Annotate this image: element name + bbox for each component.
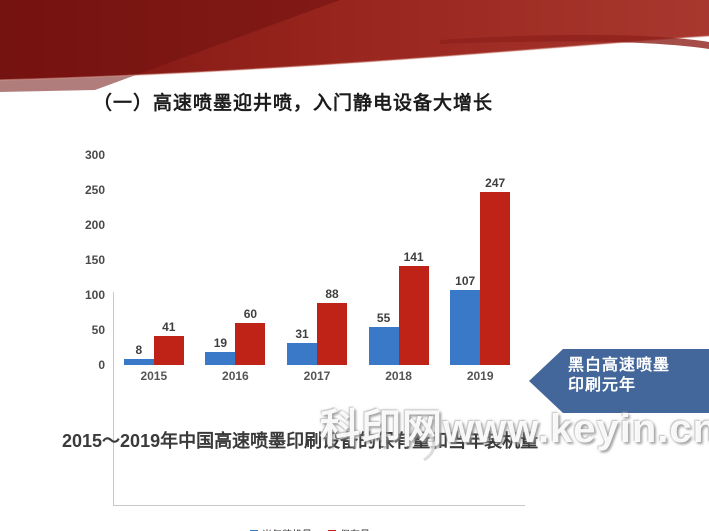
bar-value-label: 19 [213, 335, 228, 350]
watermark: 科印网www.keyin.cn [320, 407, 709, 451]
ribbon-fold-shape [0, 0, 340, 92]
legend-label: 当年装机量 [262, 526, 312, 531]
y-tick-label: 150 [84, 253, 105, 267]
y-tick-label: 300 [84, 148, 105, 162]
y-tick-label: 0 [98, 358, 105, 372]
y-tick-label: 250 [84, 183, 105, 197]
legend-swatch [250, 529, 258, 531]
bar-value-label: 41 [162, 320, 176, 335]
chart-legend: 当年装机量 保有量 [250, 526, 370, 531]
bar-value-label: 141 [403, 250, 424, 265]
bar-value-label: 31 [295, 327, 309, 342]
bar-value-label: 247 [485, 176, 506, 191]
x-tick-label: 2019 [466, 369, 494, 383]
slide-title: （一）高速喷墨迎井喷，入门静电设备大增长 [93, 93, 494, 114]
x-tick-label: 2017 [303, 369, 331, 383]
bar-2015-保有量 [153, 336, 184, 365]
watermark-swoosh [423, 433, 436, 462]
x-tick-label: 2015 [140, 369, 168, 383]
callout-line-1: 黑白高速喷墨 [568, 357, 671, 374]
bar-2018-当年装机量 [368, 326, 399, 365]
bar-2017-当年装机量 [287, 343, 317, 365]
bar-2016-保有量 [235, 323, 266, 365]
bar-2016-当年装机量 [205, 351, 236, 365]
x-axis-line [113, 505, 525, 506]
callout-text: 黑白高速喷墨 印刷元年 [568, 356, 670, 396]
legend-item: 保有量 [328, 526, 370, 531]
legend-swatch [328, 529, 336, 531]
bar-value-label: 8 [135, 343, 143, 358]
y-axis-line [113, 292, 114, 506]
legend-item: 当年装机量 [250, 526, 312, 531]
chart-caption: 2015～2019年中国高速喷墨印刷设备的保有量和当年装机量 [62, 431, 539, 451]
bar-2019-保有量 [480, 192, 511, 365]
bar-2018-保有量 [398, 266, 429, 365]
legend-label: 保有量 [340, 526, 370, 531]
ribbon-under-strip [440, 34, 709, 49]
bar-value-label: 88 [325, 287, 339, 302]
bar-value-label: 60 [243, 307, 258, 321]
bar-2019-当年装机量 [450, 290, 481, 365]
bar-value-label: 107 [455, 274, 476, 289]
callout-line-2: 印刷元年 [568, 377, 637, 394]
y-tick-label: 200 [84, 218, 105, 232]
bar-chart: 0 50 100 150 200 250 300 2015 8 41 2016 19 60 2017 31 8… [0, 140, 709, 531]
bar-2017-保有量 [317, 303, 347, 365]
y-tick-label: 100 [84, 288, 105, 302]
y-tick-label: 50 [91, 323, 105, 337]
x-tick-label: 2018 [385, 369, 412, 383]
x-tick-label: 2016 [222, 369, 249, 383]
bar-2015-当年装机量 [123, 359, 154, 365]
ribbon-decoration [0, 0, 709, 92]
bar-value-label: 55 [376, 310, 391, 325]
